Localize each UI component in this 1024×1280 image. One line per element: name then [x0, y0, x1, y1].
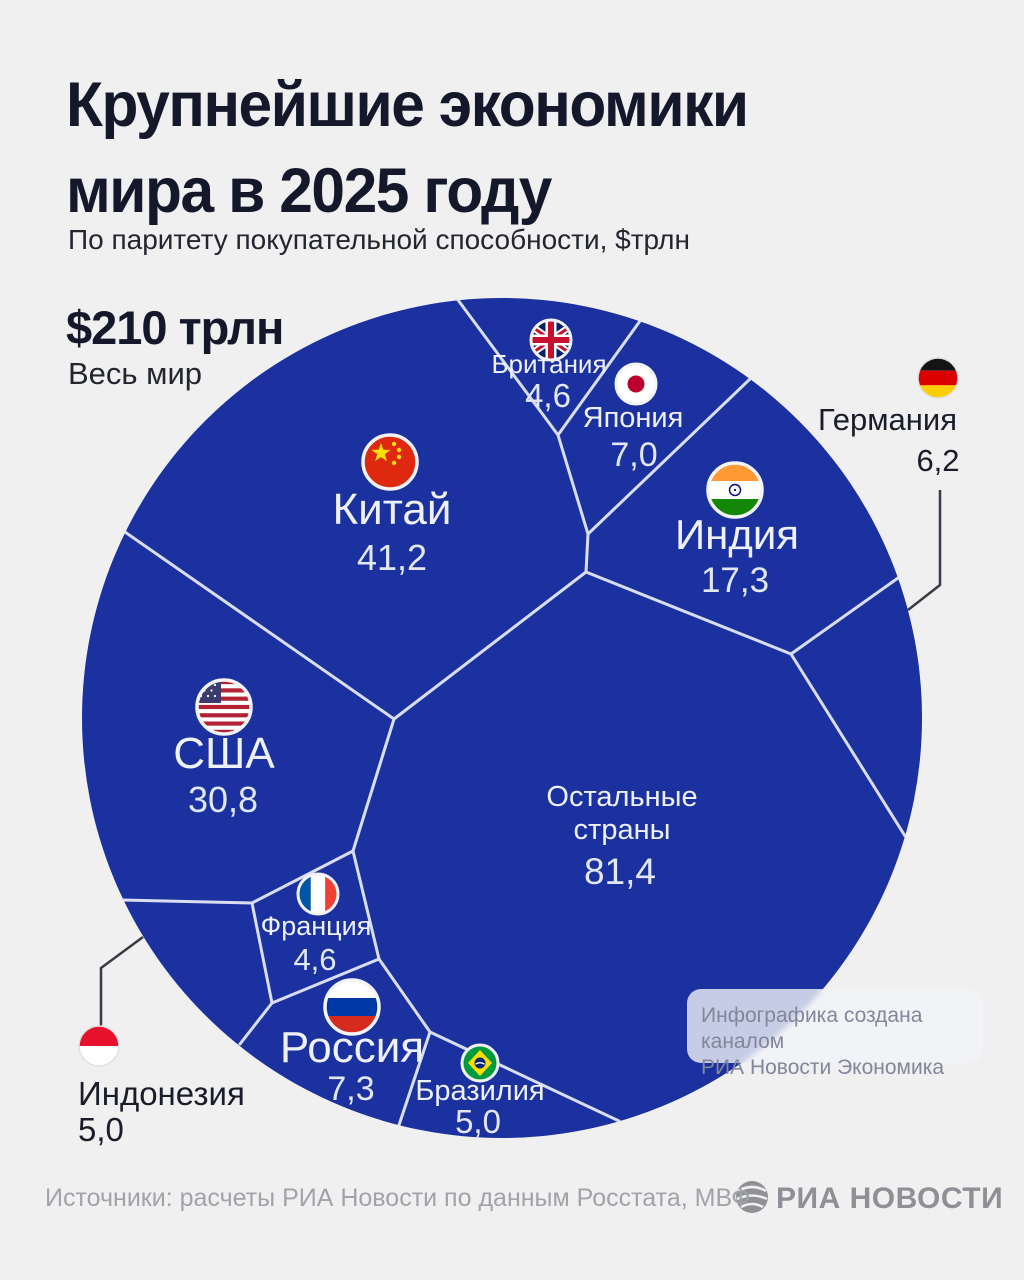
india-flag-icon [706, 461, 764, 519]
japan-value: 7,0 [610, 436, 657, 474]
title-line-1: Крупнейшие экономики [66, 70, 749, 140]
cell-borders [121, 298, 907, 1127]
germany-flag-icon [917, 357, 959, 399]
russia-label: Россия [280, 1023, 424, 1072]
indonesia-label: Индонезия [78, 1075, 245, 1112]
china-flag-icon [361, 433, 419, 491]
indonesia-flag-icon [78, 1025, 120, 1067]
others-value: 81,4 [584, 851, 656, 892]
china-value: 41,2 [357, 537, 427, 578]
watermark-line-1: Инфографика создана каналом [701, 1004, 923, 1053]
usa-flag-icon [195, 678, 253, 736]
cell-brazil: Бразилия 5,0 [415, 1043, 545, 1140]
cell-russia: Россия 7,3 [280, 978, 424, 1108]
cell-usa: США 30,8 [173, 678, 275, 820]
cell-france: Франция 4,6 [261, 872, 372, 977]
world-circle [82, 298, 922, 1138]
brazil-label: Бразилия [415, 1075, 544, 1107]
watermark-line-2: РИА Новости Экономика [701, 1056, 945, 1079]
britain-label: Британия [491, 349, 606, 379]
cell-others: Остальные страны 81,4 [546, 781, 697, 892]
cell-india: Индия 17,3 [675, 461, 799, 600]
usa-value: 30,8 [188, 779, 258, 820]
world-total-label: Весь мир [68, 356, 203, 391]
watermark-badge: Инфографика создана каналом РИА Новости … [687, 989, 983, 1079]
france-label: Франция [261, 911, 372, 941]
india-label: Индия [675, 511, 799, 558]
title-line-2: мира в 2025 году [66, 156, 552, 226]
cell-china: Китай 41,2 [333, 433, 452, 578]
indonesia-callout-line [99, 935, 144, 1026]
world-total-value: $210 трлн [66, 301, 284, 354]
germany-label: Германия [818, 402, 957, 437]
page-subtitle: По паритету покупательной способности, $… [68, 224, 690, 255]
usa-label: США [173, 729, 275, 778]
uk-flag-icon [529, 318, 573, 362]
brazil-flag-icon [460, 1043, 500, 1083]
brazil-value: 5,0 [455, 1103, 501, 1140]
callout-germany: Германия 6,2 [818, 357, 960, 478]
cell-japan: Япония 7,0 [583, 362, 684, 474]
germany-value: 6,2 [916, 443, 959, 478]
ria-novosti-logo-icon [736, 1181, 768, 1213]
japan-flag-icon [614, 362, 658, 406]
cell-britain: Британия 4,6 [491, 318, 607, 414]
france-flag-icon [296, 872, 340, 916]
others-label-line2: страны [574, 814, 671, 846]
russia-value: 7,3 [327, 1070, 374, 1108]
britain-value: 4,6 [525, 377, 571, 414]
callout-indonesia: Индонезия 5,0 [78, 1025, 245, 1148]
sources-note: Источники: расчеты РИА Новости по данным… [45, 1184, 751, 1212]
germany-callout-line [907, 490, 942, 611]
russia-flag-icon [323, 978, 381, 1036]
indonesia-value: 5,0 [78, 1111, 124, 1148]
japan-label: Япония [583, 402, 684, 434]
india-value: 17,3 [701, 561, 769, 600]
page-title: Крупнейшие экономики мира в 2025 году [66, 62, 749, 234]
france-value: 4,6 [293, 942, 336, 977]
ria-novosti-logo-text: РИА НОВОСТИ [776, 1182, 1004, 1215]
others-label-line1: Остальные [546, 781, 697, 813]
china-label: Китай [333, 485, 452, 534]
